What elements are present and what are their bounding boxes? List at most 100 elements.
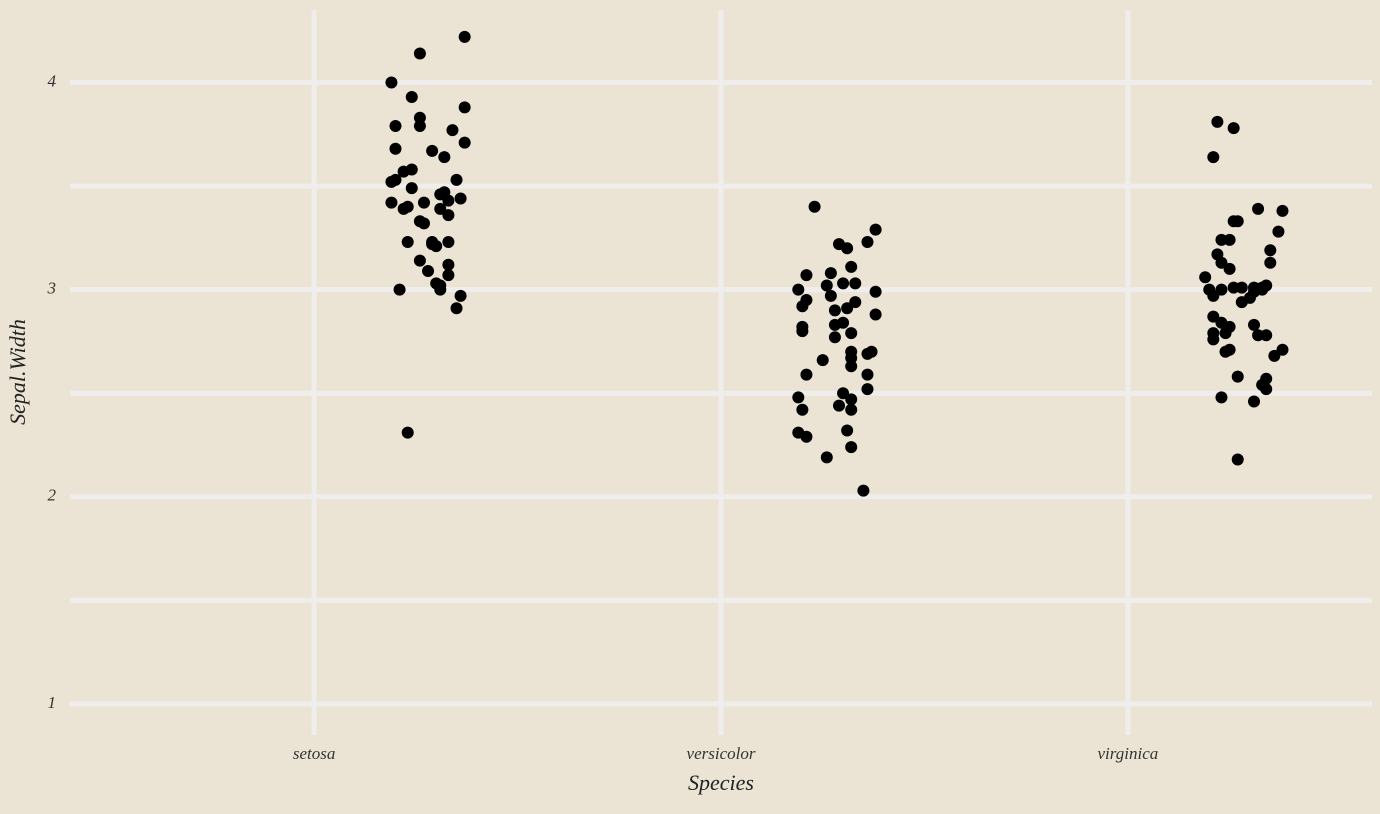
point: [796, 300, 809, 313]
point: [845, 403, 858, 416]
point: [1199, 271, 1212, 284]
point: [442, 209, 455, 222]
point: [450, 173, 463, 186]
point: [800, 368, 813, 381]
x-tick-label: virginica: [1098, 744, 1159, 763]
point: [845, 441, 858, 454]
point: [434, 202, 447, 215]
point: [442, 194, 455, 207]
point: [816, 354, 829, 367]
point: [458, 30, 471, 43]
x-axis-title: Species: [688, 770, 754, 795]
point: [442, 236, 455, 248]
point: [820, 279, 833, 292]
point: [450, 302, 463, 315]
point: [824, 289, 837, 302]
point: [861, 383, 874, 396]
y-axis-title: Sepal.Width: [5, 319, 30, 425]
point: [849, 277, 862, 290]
point: [861, 236, 874, 248]
point: [401, 236, 414, 248]
point: [1272, 225, 1285, 238]
point: [442, 269, 455, 282]
point: [845, 352, 858, 364]
point: [869, 285, 882, 298]
point: [442, 258, 455, 271]
point: [861, 368, 874, 381]
point: [1231, 453, 1244, 466]
point: [1235, 296, 1248, 309]
point: [385, 175, 398, 188]
y-tick-label: 1: [48, 693, 57, 712]
point: [1207, 333, 1220, 346]
point: [1256, 281, 1269, 294]
point: [1276, 204, 1289, 217]
point: [792, 391, 805, 404]
y-tick-label: 2: [48, 486, 57, 505]
point: [1268, 349, 1281, 362]
point: [1207, 151, 1220, 164]
point: [869, 308, 882, 321]
point: [841, 302, 854, 315]
point: [1231, 215, 1244, 228]
point: [405, 91, 418, 103]
point: [820, 451, 833, 464]
point: [1264, 256, 1277, 269]
x-tick-label: setosa: [293, 744, 336, 763]
point: [1215, 256, 1228, 269]
point: [405, 163, 418, 176]
point: [861, 347, 874, 360]
point: [413, 47, 426, 60]
point: [434, 283, 447, 296]
point: [426, 238, 439, 251]
point: [808, 200, 821, 213]
point: [845, 260, 858, 273]
point: [422, 265, 435, 277]
point: [841, 424, 854, 437]
point: [417, 217, 430, 230]
point: [837, 387, 850, 400]
point: [1235, 281, 1248, 294]
point: [393, 283, 406, 296]
point: [454, 192, 467, 205]
point: [1248, 318, 1261, 331]
point: [1207, 289, 1220, 302]
y-tick-label: 3: [47, 279, 57, 298]
point: [385, 76, 398, 89]
point: [454, 289, 467, 302]
point: [458, 136, 471, 149]
point: [841, 242, 854, 255]
point: [849, 296, 862, 309]
point: [1252, 202, 1265, 215]
point: [1211, 115, 1224, 128]
point: [1219, 345, 1232, 358]
y-tick-label: 4: [48, 71, 57, 90]
point: [1252, 329, 1265, 342]
point: [832, 399, 845, 412]
point: [837, 277, 850, 290]
point: [1248, 395, 1261, 408]
point: [1264, 244, 1277, 257]
point: [434, 188, 447, 201]
point: [389, 142, 402, 155]
point: [1223, 233, 1236, 246]
point: [796, 403, 809, 416]
point: [869, 223, 882, 236]
point: [792, 283, 805, 296]
point: [389, 120, 402, 132]
point: [417, 196, 430, 209]
point: [1215, 391, 1228, 404]
point: [405, 182, 418, 195]
point: [401, 200, 414, 213]
point: [828, 331, 841, 344]
point: [438, 151, 451, 164]
point: [401, 426, 414, 439]
point: [1207, 310, 1220, 323]
point: [828, 304, 841, 317]
point: [413, 120, 426, 132]
point: [446, 124, 459, 137]
point: [458, 101, 471, 114]
point: [1231, 370, 1244, 383]
point: [845, 360, 858, 373]
point: [796, 325, 809, 338]
